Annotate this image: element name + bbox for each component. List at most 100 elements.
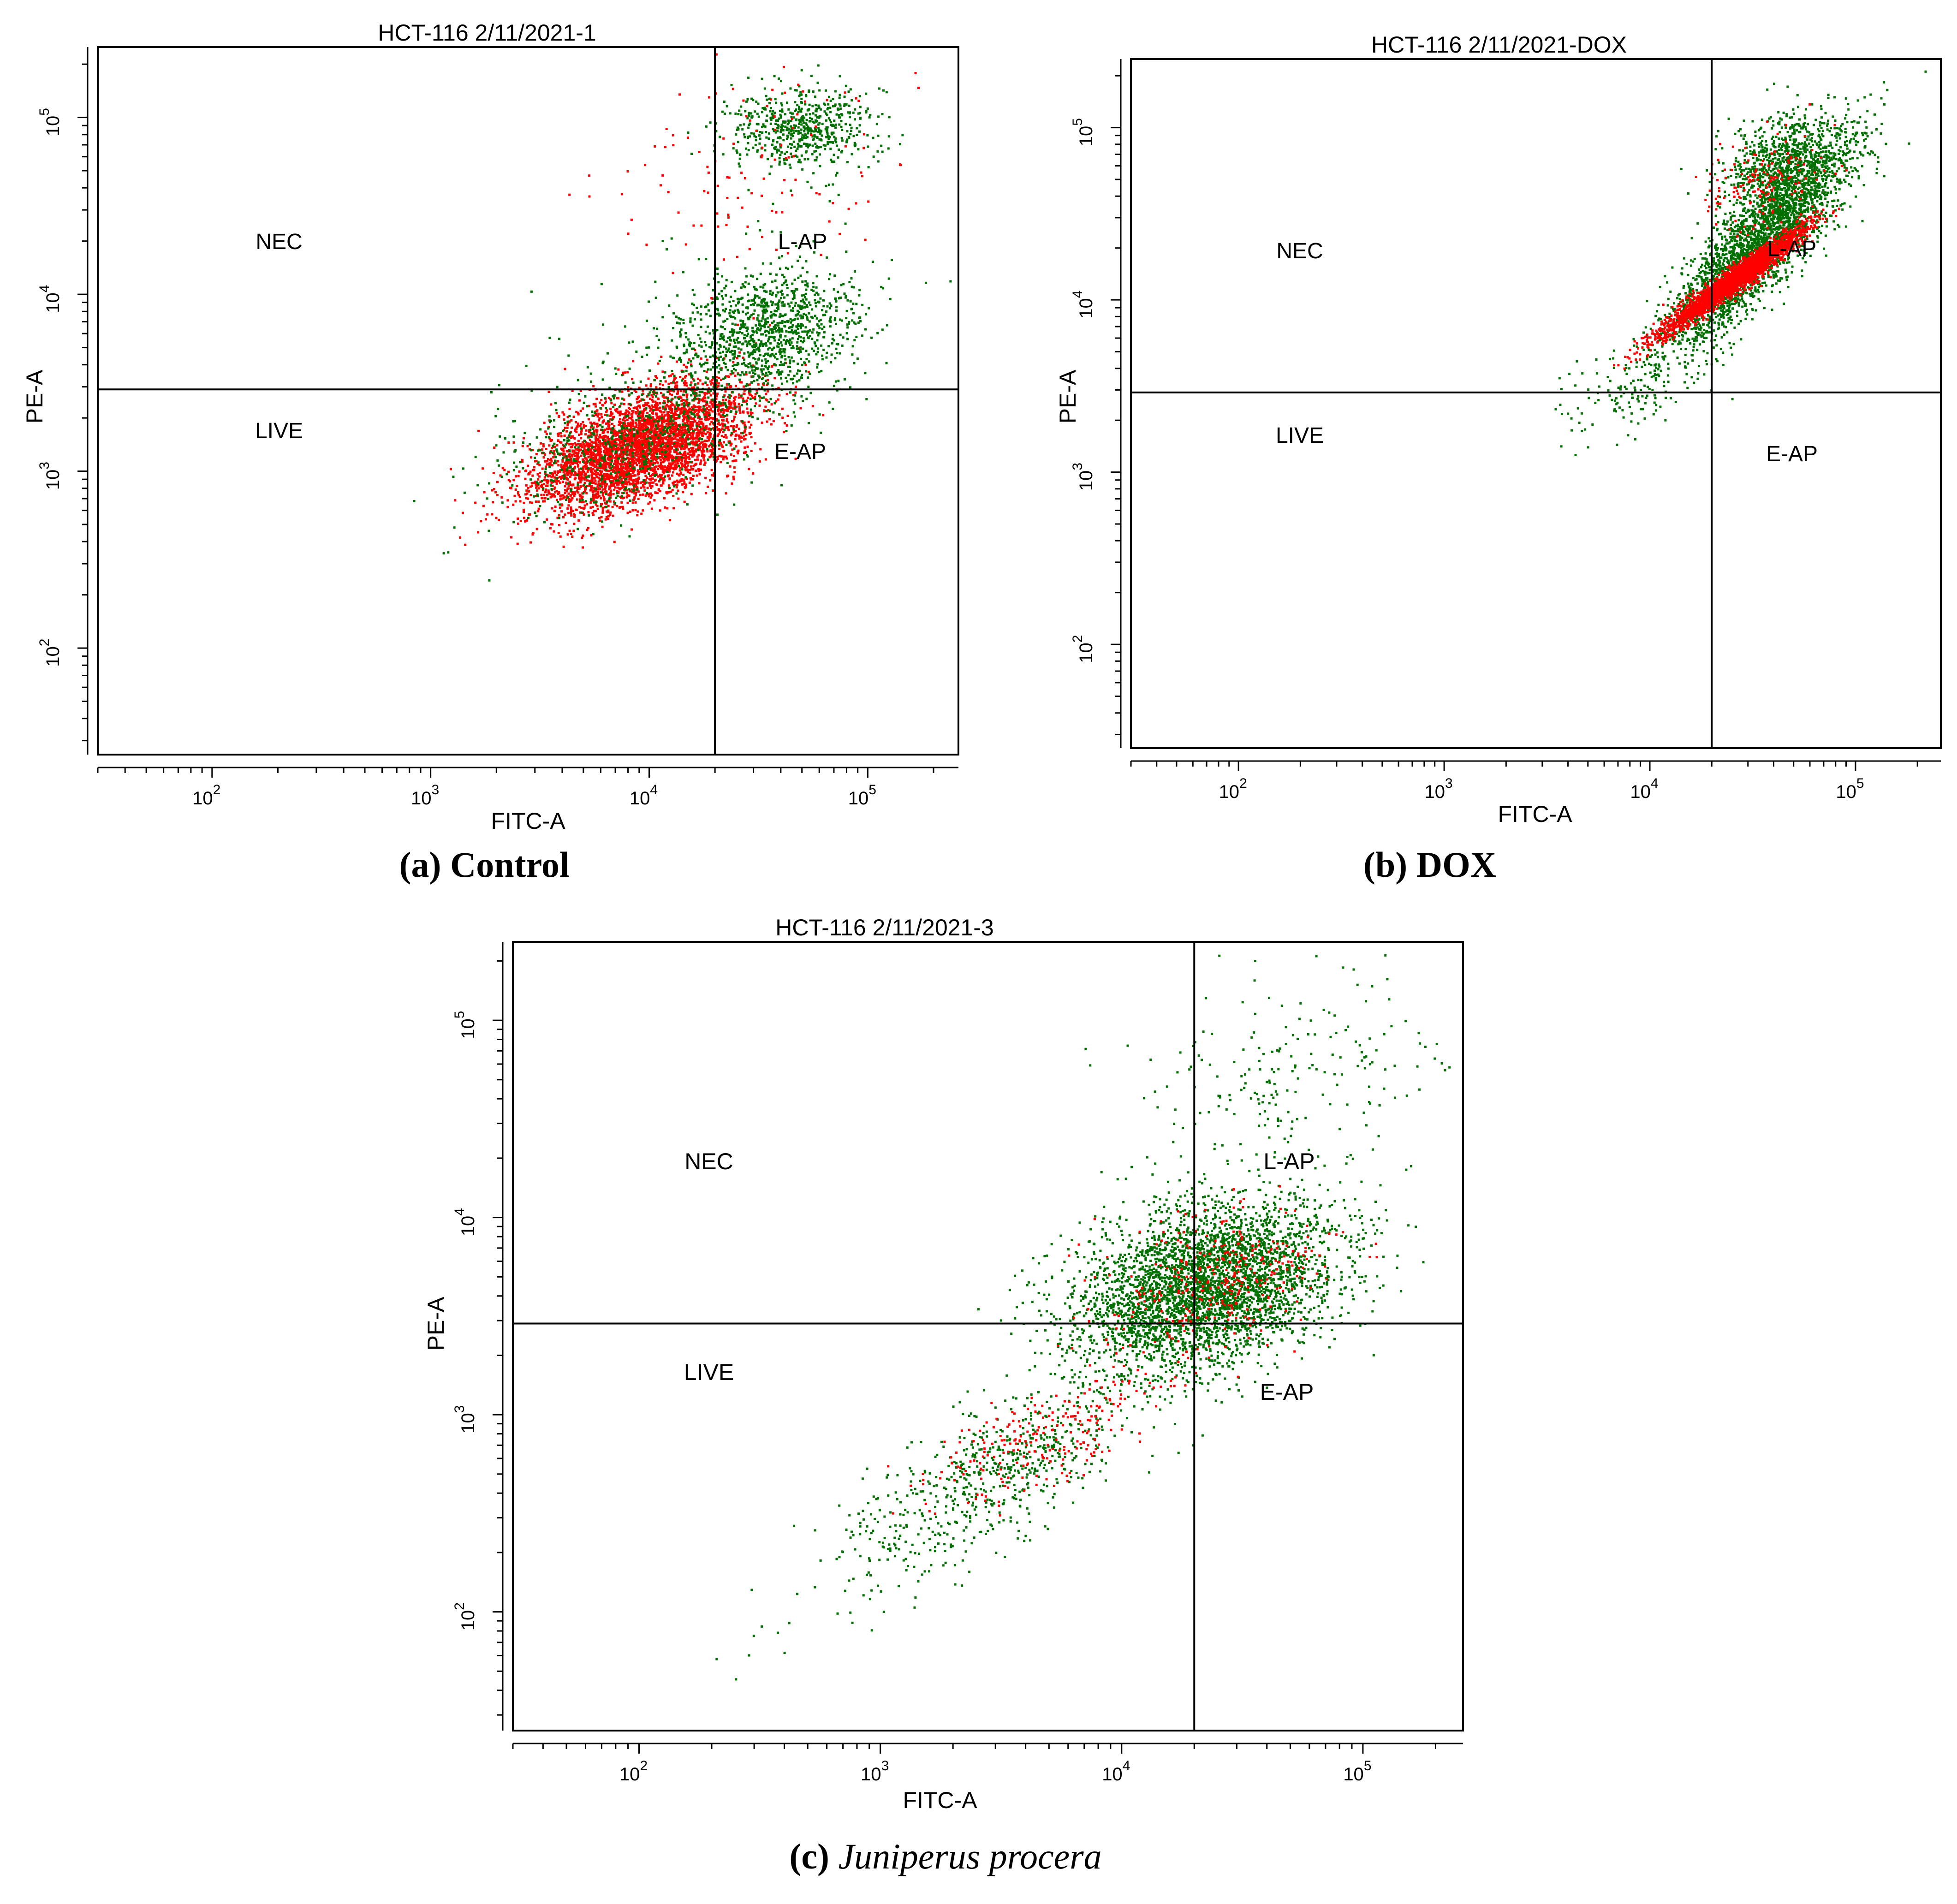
data-point [560, 464, 563, 466]
data-point [608, 488, 611, 491]
data-point [569, 475, 571, 478]
data-point [613, 484, 615, 487]
data-point [708, 445, 710, 448]
data-point [688, 402, 690, 405]
data-point [600, 516, 603, 518]
data-point [668, 487, 671, 489]
data-point [727, 428, 730, 431]
data-point [629, 428, 631, 431]
data-point [688, 373, 690, 376]
data-point [626, 428, 629, 431]
data-point [581, 441, 584, 444]
data-point [739, 435, 742, 438]
data-point [593, 422, 595, 424]
data-point [447, 551, 450, 554]
data-point [638, 405, 641, 407]
data-point [638, 458, 641, 461]
data-point [743, 435, 745, 438]
data-point [639, 432, 642, 434]
data-point [563, 474, 565, 477]
data-point [688, 451, 691, 453]
data-point [561, 504, 564, 507]
data-point [667, 484, 670, 487]
data-point [710, 403, 713, 405]
data-point [577, 491, 580, 494]
data-point [698, 433, 701, 436]
data-point [607, 499, 610, 502]
data-point [676, 472, 678, 475]
data-point [579, 389, 582, 392]
data-point [641, 356, 643, 358]
data-point [781, 284, 784, 286]
data-point [679, 453, 682, 455]
data-point [641, 463, 643, 465]
data-point [681, 435, 684, 438]
data-point [702, 456, 705, 459]
data-point [684, 453, 686, 456]
data-point [642, 453, 644, 456]
data-point [624, 461, 627, 464]
data-point [578, 500, 581, 503]
data-point [555, 462, 558, 464]
data-point [779, 364, 781, 366]
data-point [641, 459, 643, 462]
data-point [558, 524, 560, 526]
data-point [616, 472, 618, 475]
data-point [766, 301, 768, 304]
data-point [658, 428, 660, 430]
data-point [733, 404, 736, 407]
data-point [708, 439, 710, 442]
data-point [608, 470, 611, 472]
data-point [649, 383, 652, 386]
data-point [614, 440, 616, 443]
data-point [640, 426, 643, 428]
data-point [687, 438, 690, 441]
data-point [667, 414, 670, 416]
data-point [674, 386, 676, 388]
data-point [786, 294, 789, 297]
data-point [545, 474, 547, 477]
data-point [756, 417, 759, 420]
data-point [608, 463, 610, 465]
data-point [589, 450, 592, 452]
data-point [640, 470, 642, 473]
data-point [670, 415, 672, 417]
data-point [536, 473, 539, 476]
data-point [670, 389, 672, 392]
data-point [588, 484, 591, 487]
data-point [566, 455, 569, 458]
data-point [549, 459, 552, 462]
data-point [712, 453, 715, 456]
data-point [551, 473, 554, 476]
data-point [509, 486, 512, 489]
data-point [750, 436, 753, 439]
data-point [748, 415, 751, 417]
data-point [735, 412, 737, 415]
data-point [741, 432, 744, 434]
data-point [664, 469, 666, 471]
data-point [591, 473, 594, 476]
data-point [762, 384, 765, 387]
data-point [791, 319, 794, 322]
data-point [711, 474, 714, 476]
data-point [749, 397, 752, 400]
data-point [755, 348, 758, 351]
data-point [684, 469, 687, 471]
data-point [670, 429, 672, 432]
data-point [567, 466, 570, 469]
data-point [695, 448, 698, 451]
data-point [662, 421, 665, 423]
data-point [568, 421, 571, 423]
data-point [687, 405, 690, 408]
data-point [760, 320, 763, 322]
data-point [651, 417, 654, 420]
data-point [539, 485, 542, 488]
data-point [698, 391, 701, 393]
data-point [627, 435, 630, 438]
data-point [593, 433, 595, 436]
data-point [642, 435, 645, 438]
data-point [581, 536, 583, 539]
data-point [562, 494, 565, 497]
data-point [577, 413, 580, 416]
data-point [600, 428, 602, 431]
